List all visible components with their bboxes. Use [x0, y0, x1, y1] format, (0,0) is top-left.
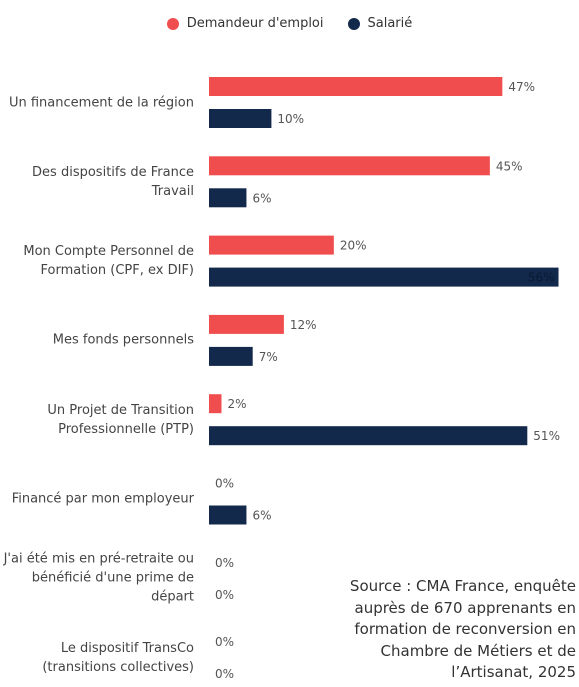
legend-label: Salarié	[367, 16, 413, 31]
value-label: 2%	[227, 397, 246, 411]
category-label: Mes fonds personnels	[52, 332, 194, 348]
value-label: 51%	[533, 429, 560, 443]
bar	[209, 346, 253, 366]
legend-swatch	[347, 17, 360, 30]
value-label: 12%	[290, 318, 317, 332]
bar	[209, 426, 528, 446]
value-label: 0%	[215, 667, 234, 681]
category-label: Financé par mon employeur	[11, 491, 194, 507]
value-label: 0%	[215, 588, 234, 602]
bar	[209, 267, 559, 287]
category-label: Le dispositif TransCo (transitions colle…	[42, 640, 194, 675]
value-label: 45%	[496, 159, 523, 173]
value-label: 0%	[215, 635, 234, 649]
category-label: Des dispositifs de France Travail	[32, 164, 194, 199]
legend-label: Demandeur d'emploi	[186, 16, 324, 31]
value-label: 47%	[508, 80, 535, 94]
category-label: Mon Compte Personnel de Formation (CPF, …	[23, 244, 194, 279]
category-label: Un Projet de Transition Professionnelle …	[47, 402, 194, 437]
bar	[209, 505, 247, 525]
legend-item: Demandeur d'emploi	[166, 16, 324, 31]
legend-item: Salarié	[347, 16, 413, 31]
bar	[209, 188, 247, 208]
value-label: 0%	[215, 556, 234, 570]
value-label: 56%	[528, 271, 555, 285]
legend-swatch	[166, 17, 179, 30]
bar	[209, 109, 272, 128]
source-line: Source : CMA France, enquête	[349, 577, 576, 595]
bar	[209, 394, 222, 414]
value-label: 0%	[215, 477, 234, 491]
legend: Demandeur d'emploi Salarié	[0, 16, 579, 34]
source-line: Chambre de Métiers et de	[380, 641, 576, 660]
source-line: auprès de 670 apprenants en	[354, 598, 577, 617]
bar	[209, 235, 334, 255]
bar	[209, 77, 503, 96]
source-line: l’Artisanat, 2025	[451, 663, 576, 681]
value-label: 7%	[259, 350, 278, 364]
category-label: Un financement de la région	[8, 95, 194, 110]
value-label: 6%	[252, 509, 271, 523]
source-line: formation de reconversion en	[354, 620, 576, 638]
category-label: J'ai été mis en pré-retraite ou bénéfici…	[3, 551, 194, 605]
value-label: 10%	[277, 112, 304, 126]
value-label: 20%	[340, 239, 367, 253]
source: Source : CMA France, enquête auprès de 67…	[350, 576, 576, 684]
bar	[209, 314, 284, 334]
value-label: 6%	[252, 191, 271, 205]
bar	[209, 156, 490, 176]
